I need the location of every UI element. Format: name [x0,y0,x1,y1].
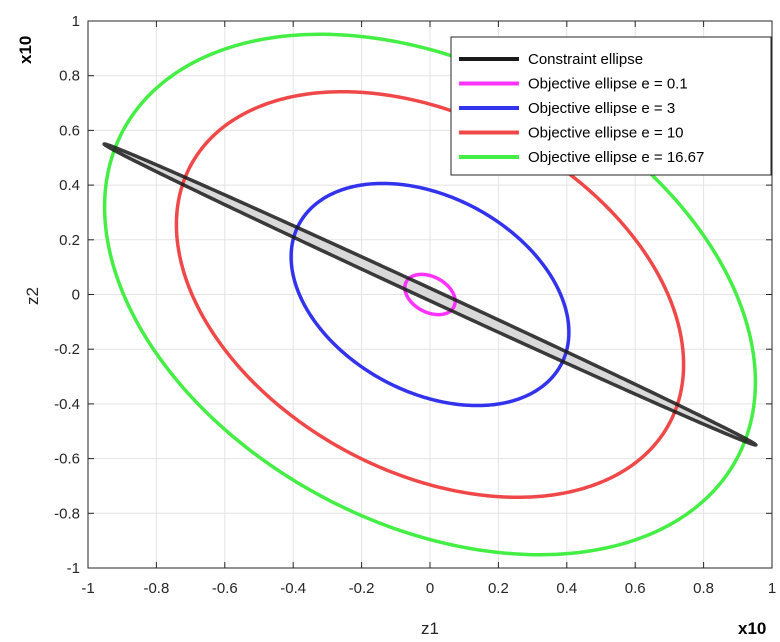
x-axis-ticks: -1 -0.8 -0.6 -0.4 -0.2 0 0.2 0.4 0.6 0.8 1 [81,21,776,597]
legend: Constraint ellipse Objective ellipse e = … [450,36,772,176]
series-line-2 [289,181,571,408]
legend-label-3: Objective ellipse e = 10 [528,125,684,142]
x-tick-label: -0.6 [212,580,238,597]
legend-label-4: Objective ellipse e = 16.67 [528,149,704,166]
y-tick-label: 0.2 [59,232,80,249]
y-tick-label: 1 [72,13,80,30]
y-tick-label: 0.6 [59,122,80,139]
y-axis-exponent: x10 [16,36,35,64]
y-tick-label: 0 [72,287,80,304]
x-tick-label: 0.4 [556,580,577,597]
constraint-fill-layer [104,144,756,445]
legend-label-2: Objective ellipse e = 3 [528,100,675,117]
x-axis-exponent: x10 [738,619,766,638]
x-tick-label: 1 [768,580,776,597]
series-layer [102,32,758,557]
y-tick-label: -0.6 [54,451,80,468]
y-tick-label: -0.8 [54,505,80,522]
x-tick-label: 0.8 [693,580,714,597]
x-tick-label: -0.4 [280,580,306,597]
y-tick-label: -1 [67,560,80,577]
x-tick-label: -0.2 [349,580,375,597]
y-tick-label: 0.4 [59,177,80,194]
series-line-3 [174,89,686,500]
x-tick-label: -1 [81,580,94,597]
y-axis-label: z2 [23,287,42,305]
legend-label-1: Objective ellipse e = 0.1 [528,76,688,93]
y-axis-ticks: -1 -0.8 -0.6 -0.4 -0.2 0 0.2 0.4 0.6 0.8 1 [54,13,772,577]
series-line-4 [102,32,758,557]
constraint-ellipse-fill [104,144,756,445]
series-line-0 [102,142,758,447]
x-tick-label: 0.6 [625,580,646,597]
x-tick-label: 0.2 [488,580,509,597]
y-tick-label: -0.2 [54,341,80,358]
x-axis-label: z1 [421,619,439,638]
x-tick-label: 0 [426,580,434,597]
y-tick-label: 0.8 [59,68,80,85]
legend-label-0: Constraint ellipse [528,51,643,68]
y-tick-label: -0.4 [54,396,80,413]
x-tick-label: -0.8 [143,580,169,597]
